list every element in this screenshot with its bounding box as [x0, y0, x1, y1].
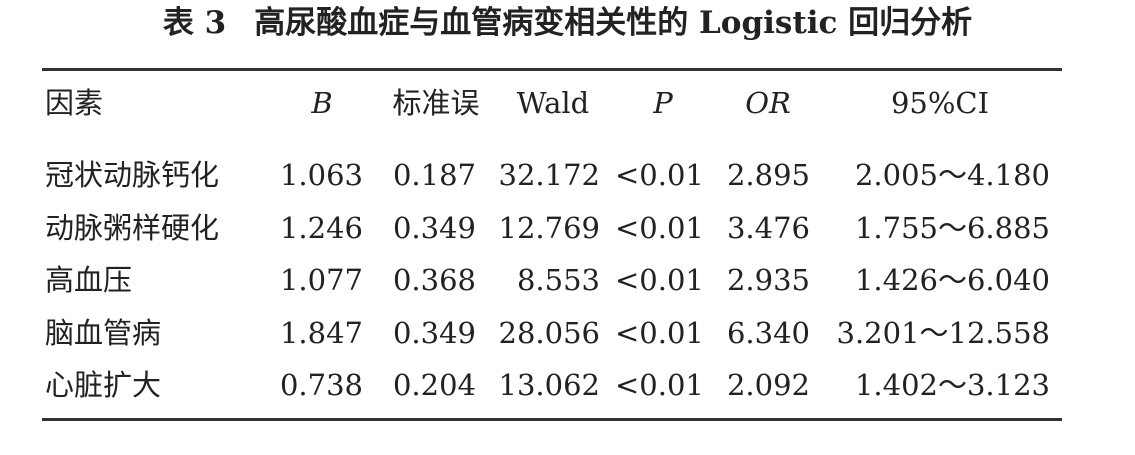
row-label: 动脉粥样硬化 [45, 210, 220, 245]
table-cell: 3.476 [726, 210, 810, 245]
column-header: P [653, 86, 673, 120]
table-cell: 3.201～12.558 [836, 315, 1051, 350]
table-cell: 1.847 [279, 315, 363, 350]
table-cell: 1.077 [279, 263, 363, 297]
bottom-rule [42, 418, 1062, 421]
table-cell: 0.368 [392, 263, 476, 297]
table-caption: 高尿酸血症与血管病变相关性的 Logistic 回归分析 [254, 5, 973, 41]
row-label: 心脏扩大 [45, 368, 162, 402]
table-cell: <0.01 [615, 315, 704, 350]
table-number: 表 3 [162, 5, 227, 41]
table-cell: 1.426～6.040 [854, 263, 1050, 297]
table-cell: 1.246 [279, 210, 363, 245]
table-cell: <0.01 [615, 158, 704, 192]
table-cell: 2.005～4.180 [854, 158, 1050, 192]
table-title: 表 3 高尿酸血症与血管病变相关性的 Logistic 回归分析 [0, 8, 1135, 39]
table-cell: 13.062 [498, 368, 600, 402]
table-cell: 12.769 [498, 210, 600, 245]
table-cell: 0.738 [279, 368, 363, 402]
table-cell: 2.935 [726, 263, 810, 297]
table-cell: 2.092 [726, 368, 810, 402]
column-header: OR [745, 86, 791, 120]
top-rule [42, 68, 1062, 71]
table-cell: 2.895 [726, 158, 810, 192]
row-label: 高血压 [45, 263, 133, 297]
table-cell: 0.204 [392, 368, 476, 402]
table-cell: 0.349 [392, 210, 476, 245]
row-label: 脑血管病 [45, 315, 162, 350]
table-cell: 32.172 [498, 158, 600, 192]
table-cell: 28.056 [498, 315, 600, 350]
table-cell: 0.187 [392, 158, 476, 192]
table-cell: 1.402～3.123 [854, 368, 1050, 402]
table-cell: <0.01 [615, 368, 704, 402]
table-cell: 1.755～6.885 [854, 210, 1050, 245]
column-header: 标准误 [392, 86, 480, 120]
column-header: Wald [516, 86, 590, 120]
table-cell: 1.063 [279, 158, 363, 192]
row-label: 冠状动脉钙化 [45, 158, 220, 192]
table-cell: <0.01 [615, 210, 704, 245]
column-header: 因素 [45, 86, 104, 120]
column-header: 95%CI [890, 86, 990, 120]
column-header: B [311, 86, 333, 120]
table-cell: 8.553 [516, 263, 600, 297]
table-cell: 0.349 [392, 315, 476, 350]
table-cell: <0.01 [615, 263, 704, 297]
table-cell: 6.340 [726, 315, 810, 350]
